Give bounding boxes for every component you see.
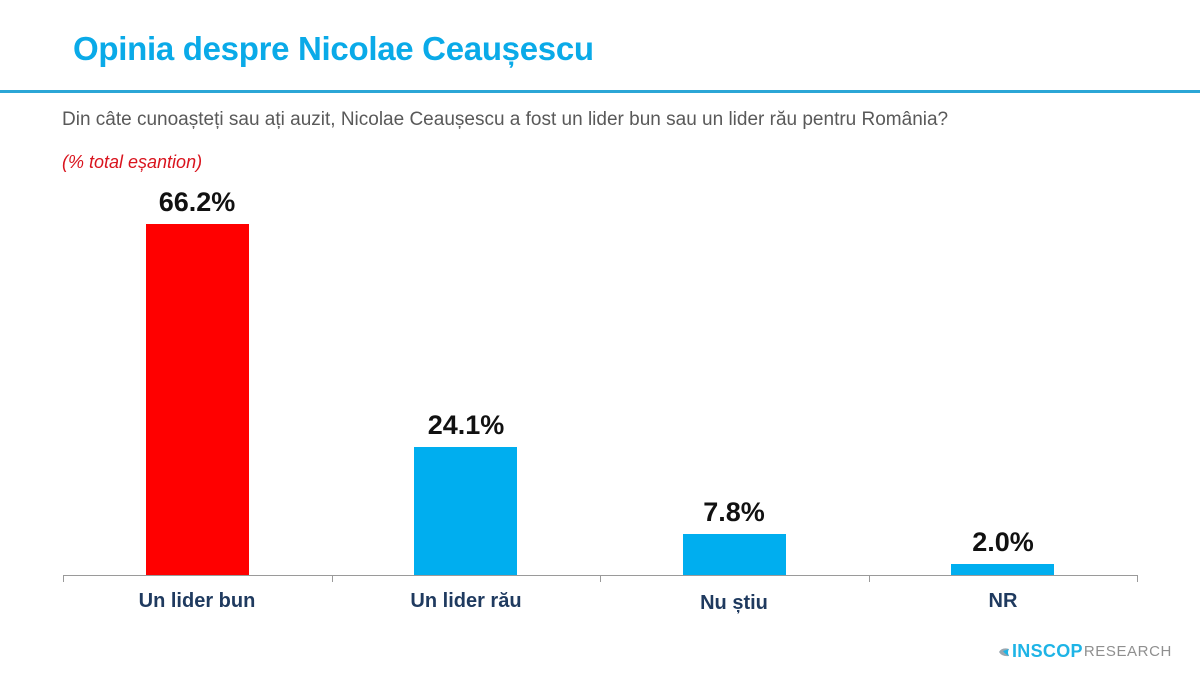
inscop-logo: INSCOP RESEARCH [998,641,1172,662]
bar-un-lider-r-u [414,447,517,575]
category-label: Nu știu [700,592,768,614]
x-axis-tick [63,575,64,582]
bar-un-lider-bun [146,224,249,575]
bar-value-label: 24.1% [427,410,505,440]
bar-nu-tiu [683,534,786,575]
survey-question: Din câte cunoașteți sau ați auzit, Nicol… [62,109,949,130]
x-axis-tick [332,575,333,582]
category-label: Un lider bun [138,590,256,612]
logo-mark-icon [999,647,1009,656]
bar-value-label: 7.8% [703,497,765,527]
logo-text-bold: INSCOP [1012,641,1083,661]
x-axis-tick [869,575,870,582]
chart-subtitle: (% total eșantion) [62,152,203,172]
category-label: Un lider rău [410,590,522,612]
x-axis-tick [600,575,601,582]
title-divider [0,90,1200,93]
bar-value-label: 66.2% [158,187,236,217]
category-label: NR [988,590,1018,612]
bar-value-label: 2.0% [972,527,1034,557]
x-axis-tick [1137,575,1138,582]
page-title: Opinia despre Nicolae Ceaușescu [73,30,594,67]
bar-nr [951,564,1054,575]
logo-text-light: RESEARCH [1083,643,1172,660]
